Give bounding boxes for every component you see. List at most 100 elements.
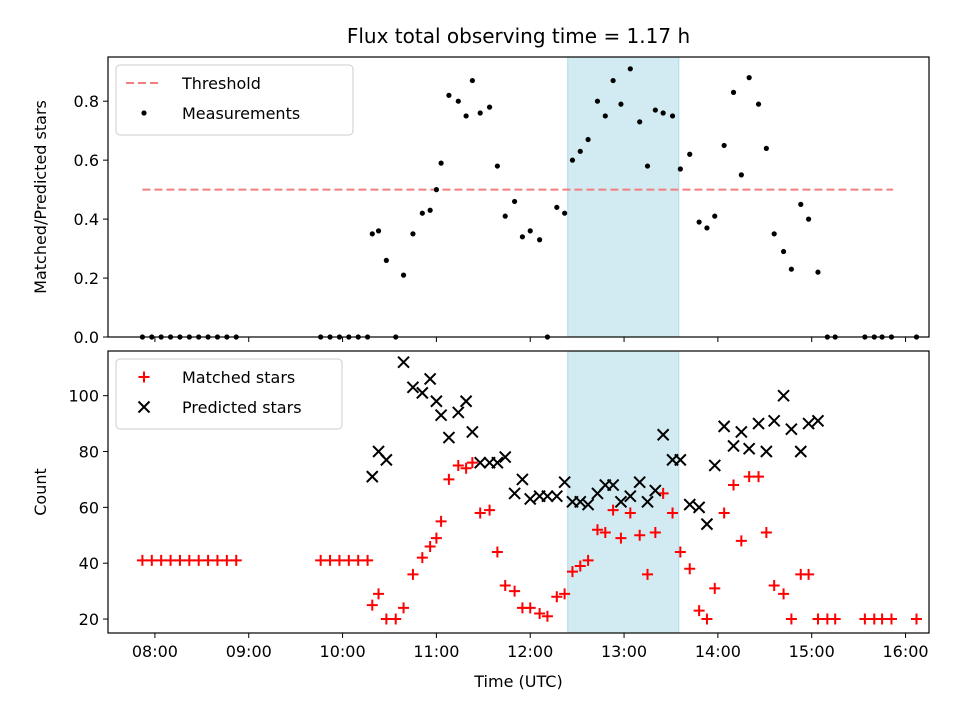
matched-star-point: [599, 526, 611, 538]
data-point: [410, 231, 416, 237]
data-point: [652, 107, 658, 113]
matched-star-point: [136, 554, 148, 566]
predicted-star-point: [633, 476, 646, 489]
matched-star-point: [380, 613, 392, 625]
matched-star-point: [193, 554, 205, 566]
matched-star-point: [753, 471, 765, 483]
predicted-star-point: [656, 428, 670, 441]
legend-label: Measurements: [182, 104, 300, 123]
legend-label: Threshold: [181, 74, 261, 93]
matched-star-point: [491, 546, 503, 558]
predicted-star-point: [473, 456, 487, 469]
matched-star-point: [398, 602, 410, 614]
matched-star-point: [829, 613, 841, 625]
data-point: [469, 77, 475, 84]
matched-star-point: [743, 471, 755, 483]
data-point: [771, 231, 777, 237]
legend-label: Matched stars: [182, 368, 295, 387]
data-point: [712, 213, 718, 219]
x-tick-label: 13:00: [601, 642, 647, 661]
matched-star-point: [624, 507, 636, 519]
data-point: [687, 151, 693, 157]
data-point: [677, 166, 683, 172]
matched-star-point: [684, 563, 696, 575]
predicted-star-point: [717, 420, 731, 433]
data-point: [400, 272, 407, 278]
matched-star-point: [534, 607, 546, 619]
data-point: [602, 113, 608, 119]
predicted-star-point: [430, 395, 443, 408]
data-point: [527, 228, 533, 234]
matched-star-point: [574, 560, 586, 572]
predicted-star-point: [683, 498, 696, 511]
highlight-span: [567, 350, 680, 634]
matched-star-point: [718, 507, 730, 519]
matched-star-point: [649, 526, 661, 538]
data-point: [502, 213, 508, 219]
y-axis-label: Count: [31, 468, 50, 516]
plot-frame: [107, 350, 930, 634]
plot-frame: [107, 56, 930, 338]
x-tick-label: 15:00: [789, 642, 835, 661]
matched-star-point: [778, 588, 790, 600]
predicted-star-point: [700, 517, 714, 531]
predicted-star-point: [558, 476, 571, 489]
matched-star-point: [435, 515, 447, 527]
predicted-star-point: [614, 495, 628, 508]
predicted-star-point: [692, 501, 706, 514]
matched-star-point: [424, 540, 436, 552]
predicted-star-point: [735, 425, 748, 439]
data-point: [610, 77, 616, 84]
data-point: [537, 237, 543, 243]
x-tick-label: 10:00: [320, 642, 366, 661]
matched-star-point: [559, 588, 571, 600]
predicted-star-point: [752, 417, 765, 430]
matched-star-point: [165, 554, 177, 566]
predicted-star-point: [380, 453, 393, 467]
matched-star-point: [315, 554, 327, 566]
matched-star-point: [343, 554, 355, 566]
chart-title: Flux total observing time = 1.17 h: [347, 24, 690, 48]
x-tick-label: 14:00: [695, 642, 741, 661]
data-point: [798, 201, 804, 207]
y-tick-label: 0.8: [74, 92, 99, 111]
matched-star-point: [760, 526, 772, 538]
matched-star-point: [566, 566, 578, 578]
predicted-star-point: [649, 484, 662, 497]
data-point: [815, 269, 821, 275]
x-tick-label: 08:00: [132, 642, 178, 661]
matched-star-point: [615, 532, 627, 544]
x-tick-label: 16:00: [882, 642, 928, 661]
data-point: [519, 234, 526, 240]
matched-star-point: [876, 613, 888, 625]
predicted-star-point: [423, 372, 437, 386]
predicted-star-point: [406, 381, 420, 394]
data-point: [721, 142, 727, 149]
matched-star-point: [509, 585, 521, 597]
highlight-span: [567, 56, 680, 338]
data-point: [438, 160, 444, 166]
data-point: [746, 75, 752, 81]
y-tick-label: 40: [79, 554, 99, 573]
data-point: [594, 98, 601, 104]
matched-star-point: [474, 507, 486, 519]
matched-star-point: [174, 554, 186, 566]
data-point: [738, 172, 744, 178]
data-point: [730, 89, 737, 95]
matched-star-point: [155, 554, 167, 566]
data-point: [618, 101, 624, 107]
matched-star-point: [642, 568, 654, 580]
matched-star-point: [333, 554, 345, 566]
data-point: [383, 257, 389, 263]
matched-star-point: [728, 479, 740, 491]
matched-star-point: [499, 580, 511, 592]
y-tick-label: 0.2: [74, 269, 99, 288]
matched-star-point: [230, 554, 242, 566]
predicted-star-point: [397, 355, 410, 369]
matched-star-point: [324, 554, 336, 566]
predicted-star-point: [516, 473, 529, 486]
y-tick-label: 0.0: [74, 328, 99, 347]
y-tick-label: 20: [79, 610, 99, 629]
matched-star-point: [812, 613, 824, 625]
predicted-star-point: [508, 487, 521, 500]
